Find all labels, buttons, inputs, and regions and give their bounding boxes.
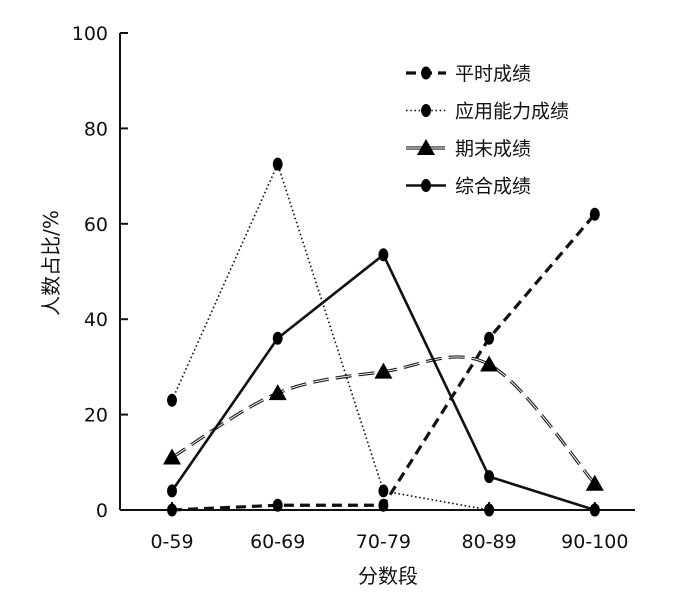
- data-point: [480, 355, 499, 372]
- data-point: [484, 503, 495, 517]
- y-tick-label: 20: [84, 405, 108, 427]
- data-point: [378, 484, 389, 498]
- y-axis-title: 人数占比/%: [39, 210, 63, 316]
- legend-label: 期末成绩: [455, 138, 531, 160]
- data-point: [272, 498, 283, 512]
- legend-marker: [421, 179, 431, 192]
- series-2: [163, 355, 604, 491]
- legend-marker: [421, 66, 431, 80]
- data-point: [163, 448, 181, 465]
- y-tick-label: 60: [84, 214, 108, 236]
- x-axis-title: 分数段: [358, 564, 418, 588]
- legend-item-3: 综合成绩: [406, 176, 531, 198]
- axes: 0 20 40 60 80 100 0-59 60-69 70-79 80-89 90-100: [72, 23, 635, 553]
- data-point: [374, 362, 393, 379]
- data-point: [167, 484, 177, 498]
- legend-marker: [417, 139, 435, 155]
- data-point: [272, 157, 283, 171]
- series-layer: [163, 157, 604, 517]
- x-tick-label: 80-89: [461, 531, 516, 553]
- data-point: [585, 474, 604, 491]
- series-1: [167, 157, 600, 517]
- legend-label: 平时成绩: [455, 63, 531, 85]
- x-tick-label: 90-100: [561, 531, 628, 553]
- x-tick-label: 60-69: [250, 531, 305, 553]
- x-tick-label: 0-59: [150, 531, 193, 553]
- series-line: [170, 252, 596, 512]
- y-tick-label: 40: [84, 309, 108, 331]
- legend-label: 应用能力成绩: [455, 101, 569, 123]
- data-point: [378, 248, 389, 262]
- data-point: [378, 498, 389, 512]
- data-point: [589, 207, 600, 221]
- data-point: [268, 384, 287, 401]
- x-tick-label: 70-79: [356, 531, 411, 553]
- data-point: [167, 503, 177, 517]
- legend-item-1: 应用能力成绩: [406, 101, 569, 123]
- y-tick-label: 80: [84, 118, 108, 140]
- data-point: [484, 331, 495, 345]
- legend-item-2: 期末成绩: [406, 138, 531, 160]
- legend-item-0: 平时成绩: [406, 63, 531, 85]
- data-point: [272, 331, 283, 345]
- data-point: [167, 393, 177, 407]
- series-3: [167, 248, 600, 517]
- y-tick-label: 0: [96, 500, 108, 522]
- legend-marker: [421, 104, 431, 117]
- series-line: [171, 161, 595, 511]
- legend-label: 综合成绩: [455, 176, 531, 198]
- data-point: [484, 470, 495, 484]
- series-0: [167, 207, 600, 517]
- y-tick-label: 100: [72, 23, 108, 45]
- data-point: [589, 503, 600, 517]
